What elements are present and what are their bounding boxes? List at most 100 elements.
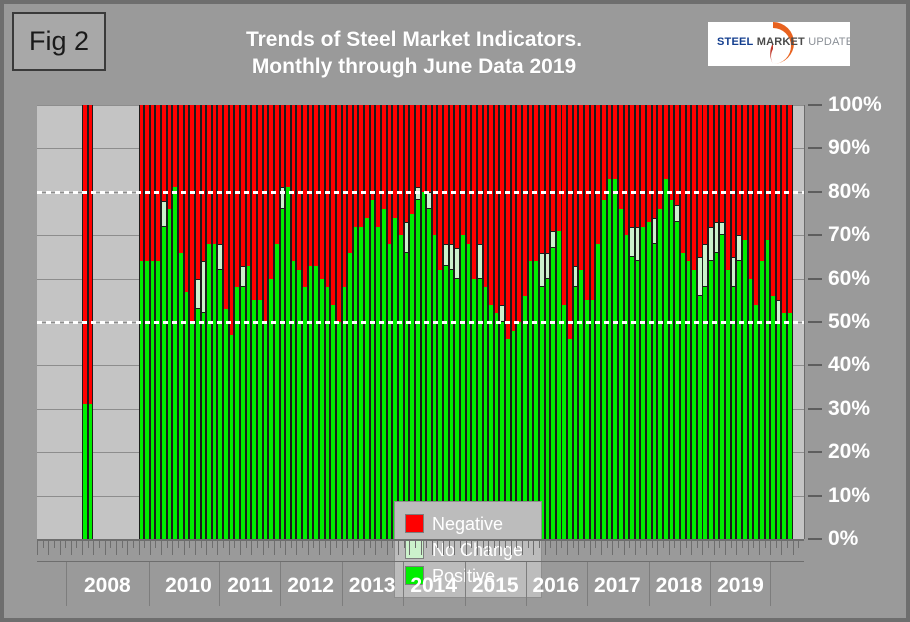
- bar-segment-negative: [212, 105, 217, 244]
- y-axis-tick: [808, 234, 822, 237]
- bar-segment-negative: [286, 105, 290, 188]
- bar-segment-negative: [314, 105, 318, 266]
- bar-segment-negative: [167, 105, 172, 210]
- legend-item-negative: Negative: [405, 514, 531, 533]
- x-axis-minor-tick: [719, 539, 721, 548]
- x-axis-minor-tick: [189, 539, 191, 548]
- x-axis-minor-tick: [516, 539, 518, 548]
- x-axis-minor-tick: [629, 539, 631, 548]
- x-axis-minor-tick: [318, 539, 320, 555]
- x-axis-minor-tick: [493, 539, 495, 548]
- x-axis-minor-tick: [787, 539, 789, 548]
- x-axis-minor-tick: [657, 539, 659, 555]
- bar-segment-negative: [618, 105, 623, 210]
- bar-segment-positive: [460, 235, 465, 539]
- bar-segment-positive: [291, 261, 296, 539]
- bar-segment-positive: [162, 226, 166, 539]
- bar-segment-negative: [246, 105, 251, 266]
- x-axis-minor-tick: [369, 539, 371, 548]
- bar-segment-no-change: [444, 243, 448, 266]
- bar-segment-no-change: [404, 222, 409, 253]
- bar-segment-positive: [472, 278, 476, 539]
- crescent-icon: [770, 22, 794, 64]
- bar-segment-negative: [88, 105, 93, 405]
- bar-segment-positive: [150, 261, 155, 539]
- bar-segment-negative: [444, 105, 448, 244]
- bar-segment-positive: [494, 313, 499, 539]
- bar-segment-negative: [427, 105, 431, 192]
- bar-segment-positive: [675, 222, 679, 539]
- bar-segment-positive: [410, 213, 414, 539]
- bar-segment-negative: [415, 105, 420, 188]
- x-axis-minor-tick: [420, 539, 422, 555]
- bar-segment-positive: [624, 235, 629, 539]
- y-axis-label: 10%: [828, 483, 871, 507]
- bar-segment-positive: [325, 287, 330, 539]
- bar-segment-positive: [539, 287, 544, 539]
- bar-segment-negative: [534, 105, 538, 262]
- bar-segment-positive: [195, 308, 200, 539]
- x-axis-label-2016: 2016: [532, 574, 580, 597]
- bar-segment-positive: [252, 300, 256, 539]
- bar-segment-positive: [274, 243, 279, 539]
- bar-segment-negative: [731, 105, 736, 257]
- x-axis-minor-tick: [200, 539, 202, 548]
- x-axis-minor-tick: [527, 539, 529, 548]
- x-axis-minor-tick: [522, 539, 523, 555]
- bar-segment-positive: [173, 187, 177, 539]
- bar-segment-positive: [647, 222, 651, 539]
- bar-segment-no-change: [201, 261, 206, 314]
- bar-segment-negative: [150, 105, 155, 262]
- logo-word-steel: STEEL: [717, 36, 754, 48]
- bar-segment-positive: [568, 339, 572, 539]
- bar-segment-negative: [241, 105, 245, 266]
- legend-label-positive: Positive: [432, 565, 496, 586]
- bar-segment-positive: [393, 217, 397, 539]
- bar-segment-no-change: [539, 252, 544, 288]
- bar-segment-negative: [308, 105, 313, 266]
- x-axis-minor-tick: [347, 539, 349, 548]
- bar-segment-positive: [680, 252, 685, 539]
- x-axis-minor-tick: [651, 539, 653, 548]
- bar-segment-no-change: [449, 243, 454, 270]
- bar-segment-positive: [697, 295, 702, 539]
- bar-segment-positive: [579, 269, 584, 539]
- x-axis-minor-tick: [285, 539, 287, 555]
- bar-segment-negative: [568, 105, 572, 340]
- chart-plot-area: Negative No Change Positive: [37, 105, 805, 598]
- logo-word-market: MARKET: [756, 36, 805, 48]
- x-axis-minor-tick: [138, 539, 140, 555]
- bar-segment-positive: [596, 243, 600, 539]
- x-axis-year-separator: [525, 562, 527, 606]
- bar-segment-negative: [754, 105, 758, 305]
- x-axis-year-separator: [710, 562, 712, 606]
- x-axis-minor-tick: [194, 539, 196, 555]
- bar-segment-no-change: [477, 243, 482, 279]
- bar-segment-no-change: [709, 226, 713, 262]
- bar-segment-positive: [517, 322, 522, 539]
- bar-segment-no-change: [218, 243, 223, 270]
- x-axis-minor-tick: [324, 539, 326, 548]
- bar-segment-negative: [410, 105, 414, 214]
- bar-segment-negative: [201, 105, 206, 262]
- bar-segment-negative: [737, 105, 741, 236]
- bar-segment-positive: [652, 243, 657, 539]
- x-axis-minor-tick: [589, 539, 591, 555]
- bar-segment-positive: [562, 304, 567, 539]
- bar-segment-positive: [365, 217, 369, 539]
- bar-segment-positive: [585, 300, 589, 539]
- legend-label-negative: Negative: [432, 513, 504, 534]
- x-axis-minor-tick: [544, 539, 546, 555]
- x-axis-minor-tick: [358, 539, 360, 548]
- bar-segment-positive: [528, 261, 533, 539]
- bar-segment-negative: [601, 105, 606, 201]
- x-axis-minor-tick: [217, 539, 219, 555]
- bar-segment-negative: [257, 105, 262, 301]
- bar-segment-positive: [88, 404, 93, 539]
- steel-market-update-logo: STEEL MARKET UPDATE: [708, 22, 850, 66]
- bar-segment-negative: [765, 105, 770, 240]
- bar-segment-positive: [489, 304, 493, 539]
- bar-segment-positive: [771, 295, 775, 539]
- bar-segment-positive: [709, 261, 713, 539]
- bar-segment-positive: [635, 261, 640, 539]
